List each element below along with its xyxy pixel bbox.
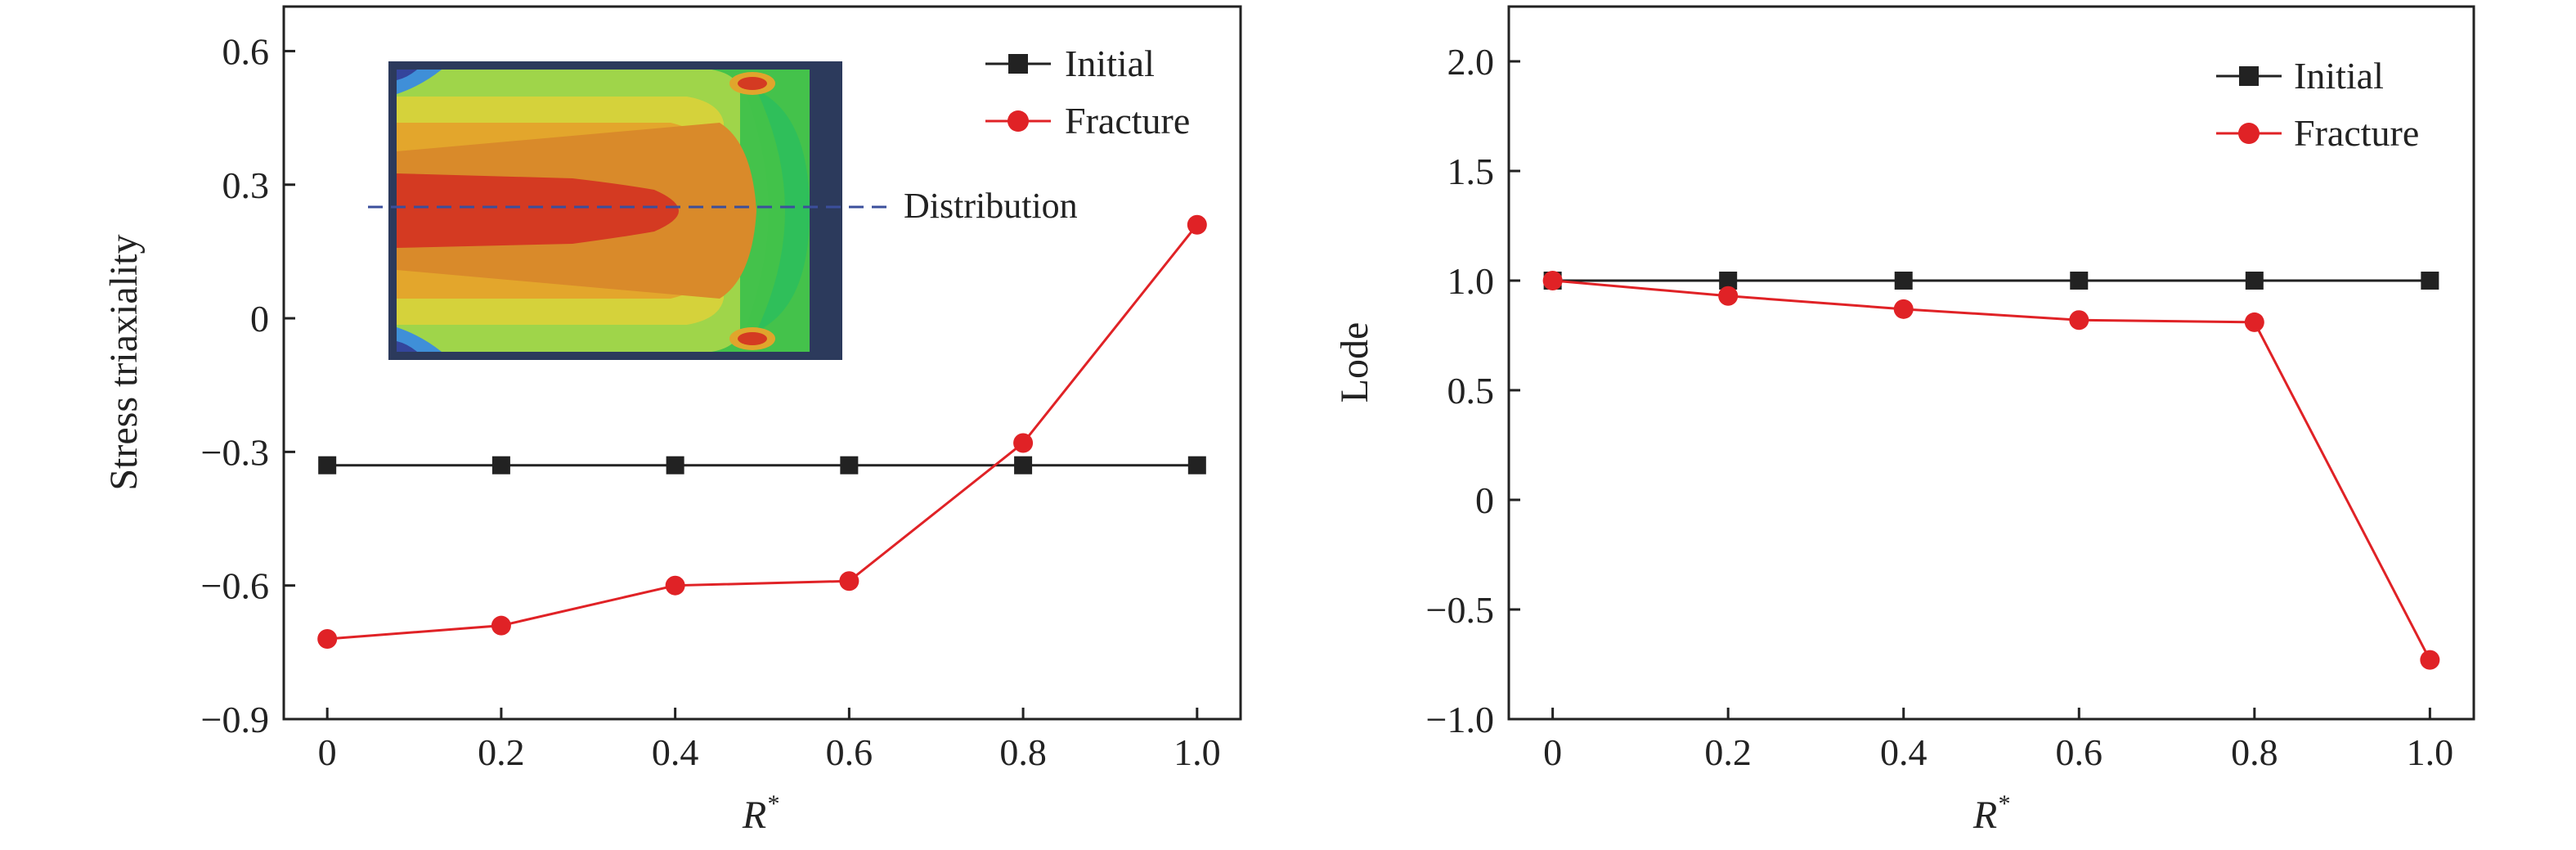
data-point-initial [666,456,684,474]
y-tick-label: −0.9 [201,699,269,740]
y-tick-label: 0 [1475,479,1494,521]
data-point-fracture [1013,433,1034,453]
data-point-fracture [2420,650,2440,670]
x-tick-label: 0 [1543,731,1562,773]
y-tick-label: −0.6 [201,565,269,607]
data-point-fracture [2244,312,2264,332]
legend-marker-initial [1008,54,1028,74]
series-right [1542,271,2440,670]
x-tick-label: 0.4 [652,731,699,773]
y-tick-label: 2.0 [1447,41,1495,83]
legend-label-initial: Initial [1065,43,1155,84]
legend-marker-initial [2239,66,2259,86]
legend-marker-fracture [2238,123,2260,144]
x-axis-title-left: R* [742,790,779,837]
series-line-fracture [327,223,1198,641]
legend-label-initial: Initial [2294,55,2384,97]
chart-left: Distribution 0 0.2 0.4 0.6 0.8 1.0 0.6 0.3 0 −0.3… [102,5,1242,837]
y-tick-label: −0.5 [1426,589,1494,631]
x-tick-label: 0.8 [2231,731,2278,773]
data-point-fracture [839,571,859,591]
data-point-initial [840,456,859,474]
y-tick-label: −0.3 [201,431,269,473]
data-point-fracture [1187,214,1207,235]
x-axis-title-right: R* [1972,790,2009,837]
x-tick-label: 0.4 [1880,731,1928,773]
x-tick-label: 0.2 [478,731,525,773]
chart-right: 0 0.2 0.4 0.6 0.8 1.0 2.0 1.5 1.0 0.5 0 −0.5 −1.0 In… [1333,5,2475,837]
data-point-initial [1894,272,1913,290]
data-point-initial [2421,272,2439,290]
inset-annotation: Distribution [904,186,1078,226]
x-tick-label: 0.2 [1704,731,1752,773]
x-tick-label: 0.6 [826,731,873,773]
legend-label-fracture: Fracture [1065,100,1190,142]
data-point-fracture [665,575,685,596]
data-point-fracture [1542,271,1563,290]
data-point-fracture [1893,299,1914,319]
data-point-initial [318,456,337,474]
y-tick-label: 1.0 [1447,260,1495,302]
data-point-initial [1014,456,1033,474]
data-point-initial [1187,456,1206,474]
y-tick-label: 0 [250,298,269,340]
y-tick-label: −1.0 [1426,699,1494,740]
plot-area-left [282,5,1242,721]
inset-contour-image: Distribution [368,61,1078,360]
data-point-fracture [1718,286,1739,306]
data-point-initial [1719,272,1738,290]
x-tick-label: 0 [318,731,337,773]
y-tick-label: 1.5 [1447,151,1495,192]
x-tick-label: 0.8 [999,731,1047,773]
x-tick-label: 0.6 [2056,731,2103,773]
y-axis-title-left: Stress triaxiality [102,234,146,490]
series-left [317,214,1207,650]
legend-right: Initial Fracture [2216,55,2419,154]
y-tick-label: 0.3 [222,164,270,206]
plot-area-right [1507,5,2475,721]
x-tick-label: 1.0 [2407,731,2454,773]
axes-right: 0 0.2 0.4 0.6 0.8 1.0 2.0 1.5 1.0 0.5 0 −0.5 −1.0 [1426,41,2454,773]
y-axis-title-right: Lode [1333,322,1376,403]
legend-marker-fracture [1008,110,1029,132]
data-point-fracture [2069,310,2089,331]
y-tick-label: 0.6 [222,30,270,72]
data-point-initial [2245,272,2264,290]
legend-left: Initial Fracture [985,43,1190,142]
x-tick-label: 1.0 [1174,731,1221,773]
y-tick-label: 0.5 [1447,370,1495,412]
axes-left: 0 0.2 0.4 0.6 0.8 1.0 0.6 0.3 0 −0.3 −0.6 −0.9 [201,30,1221,773]
data-point-initial [491,456,510,474]
data-point-initial [2070,272,2089,290]
data-point-fracture [317,629,338,650]
series-line-fracture [1552,279,2431,661]
legend-label-fracture: Fracture [2294,112,2419,154]
data-point-fracture [491,615,511,636]
